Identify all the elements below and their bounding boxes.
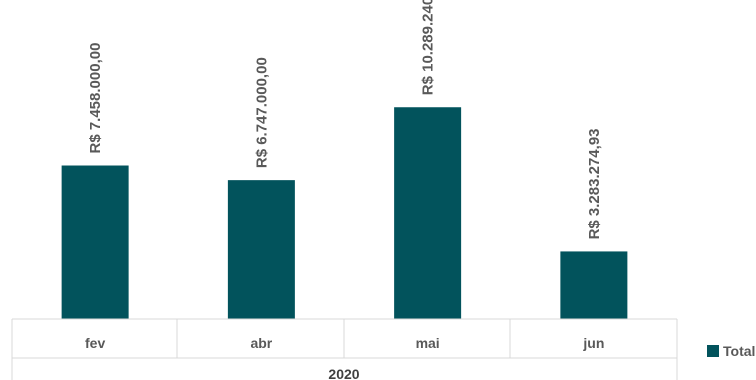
category-label-fev: fev [85, 335, 105, 351]
group-label: 2020 [328, 366, 359, 380]
category-axis: fev abr mai jun 2020 [11, 318, 678, 380]
bar-jun[interactable] [560, 251, 628, 319]
data-label-jun: R$ 3.283.274,93 [586, 128, 603, 239]
legend-swatch [707, 345, 719, 357]
category-label-abr: abr [250, 335, 272, 351]
category-label-mai: mai [416, 335, 440, 351]
legend-label: Total [723, 343, 755, 359]
data-label-fev: R$ 7.458.000,00 [87, 43, 104, 154]
category-dividers [176, 319, 511, 358]
bar-fev[interactable] [61, 165, 129, 319]
bar-mai[interactable] [394, 107, 462, 319]
data-label-mai: R$ 10.289.240,96 [420, 0, 437, 95]
plot-area: R$ 7.458.000,00 R$ 6.747.000,00 R$ 10.289.… [61, 0, 628, 319]
category-label-jun: jun [582, 335, 604, 351]
data-label-abr: R$ 6.747.000,00 [253, 57, 270, 168]
bar-abr[interactable] [227, 180, 295, 319]
legend[interactable]: Total [707, 343, 755, 359]
